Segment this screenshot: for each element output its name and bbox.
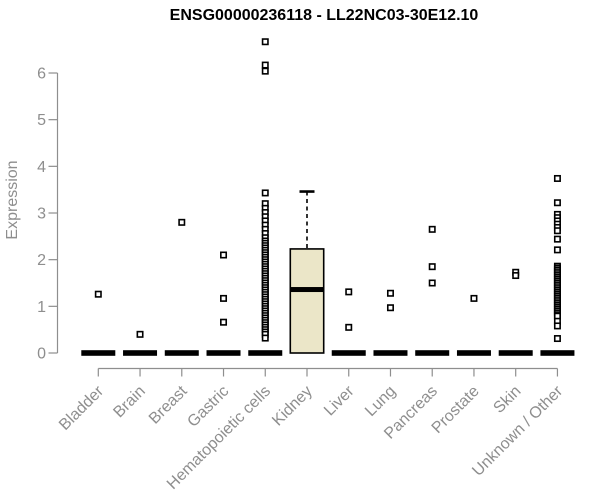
category-label: Breast: [146, 382, 191, 427]
zero-median-bar: [415, 350, 450, 356]
data-point: [136, 330, 144, 338]
zero-median-bar: [373, 350, 408, 356]
category-label: Kidney: [269, 383, 316, 430]
category-label: Brain: [110, 383, 148, 421]
zero-median-bar: [331, 350, 366, 356]
zero-median-bar: [206, 350, 241, 356]
data-point: [553, 322, 561, 330]
zero-median-bar: [540, 350, 575, 356]
data-point: [428, 225, 436, 233]
zero-median-bar: [248, 350, 283, 356]
y-tick-label: 1: [37, 299, 46, 316]
category-label: Skin: [490, 383, 524, 417]
chart-title: ENSG00000236118 - LL22NC03-30E12.10: [169, 7, 479, 24]
data-point: [345, 288, 353, 296]
data-point: [428, 279, 436, 287]
zero-median-bar: [164, 350, 199, 356]
whisker-cap: [299, 190, 315, 193]
data-point: [553, 235, 561, 243]
data-point: [220, 318, 228, 326]
data-point: [553, 227, 561, 235]
zero-median-bar: [123, 350, 158, 356]
data-point: [261, 334, 269, 342]
data-point: [261, 38, 269, 46]
data-point: [470, 294, 478, 302]
zero-median-bar: [456, 350, 491, 356]
y-tick-label: 3: [37, 206, 46, 223]
y-tick-label: 5: [37, 112, 46, 129]
data-point: [261, 189, 269, 197]
category-label: Liver: [321, 382, 358, 419]
data-point: [94, 290, 102, 298]
data-point: [512, 272, 520, 280]
data-point: [428, 263, 436, 271]
y-tick-label: 2: [37, 252, 46, 269]
box: [289, 248, 325, 354]
y-tick-label: 0: [37, 346, 46, 363]
median-line: [290, 287, 324, 293]
y-tick-label: 6: [37, 66, 46, 83]
y-tick-label: 4: [37, 159, 46, 176]
data-point: [553, 335, 561, 343]
zero-median-bar: [81, 350, 116, 356]
data-point: [345, 323, 353, 331]
data-point: [261, 67, 269, 75]
data-point: [553, 174, 561, 182]
data-point: [553, 199, 561, 207]
category-label: Bladder: [56, 382, 107, 433]
data-point: [178, 218, 186, 226]
data-point: [386, 289, 394, 297]
data-point: [261, 61, 269, 69]
data-point: [386, 304, 394, 312]
data-point: [220, 294, 228, 302]
zero-median-bar: [498, 350, 533, 356]
data-point: [220, 251, 228, 259]
category-label: Lung: [362, 383, 399, 420]
data-point: [553, 246, 561, 254]
